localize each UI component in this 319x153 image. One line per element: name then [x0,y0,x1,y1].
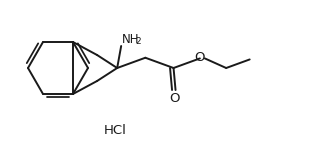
Text: 2: 2 [136,37,141,46]
Text: O: O [195,51,205,64]
Text: NH: NH [122,32,140,45]
Text: HCl: HCl [104,123,126,136]
Text: O: O [169,91,180,104]
